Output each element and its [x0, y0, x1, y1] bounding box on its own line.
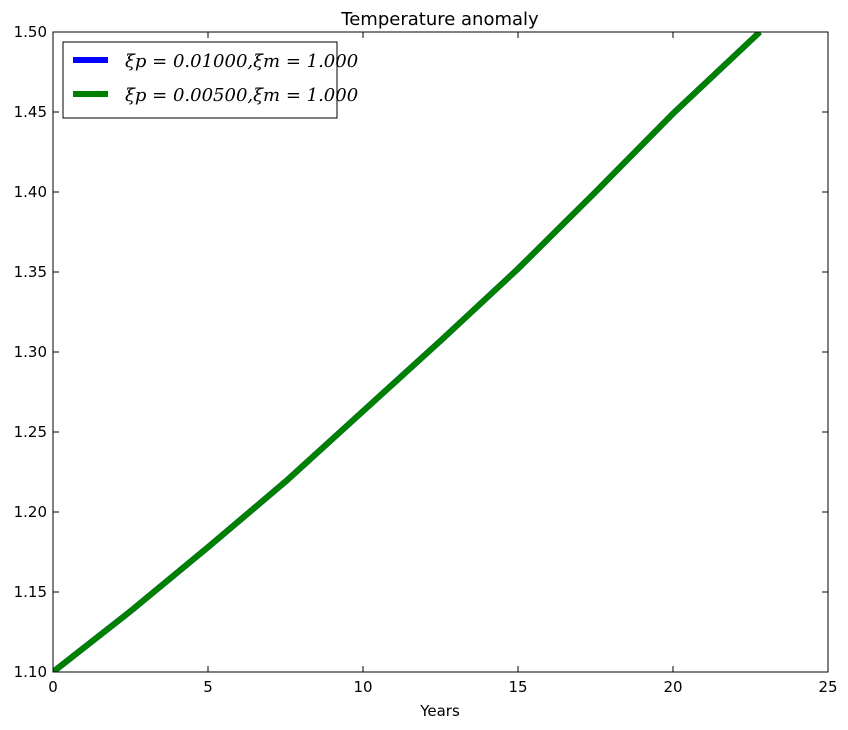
y-tick-label: 1.50 [14, 23, 47, 41]
y-tick-label: 1.30 [14, 343, 47, 361]
y-tick-label: 1.10 [14, 663, 47, 681]
x-tick-label: 15 [508, 678, 527, 696]
x-tick-label: 5 [203, 678, 213, 696]
y-tick-label: 1.25 [14, 423, 47, 441]
series-line-2 [53, 32, 762, 672]
series-lines [53, 32, 762, 672]
chart-title: Temperature anomaly [340, 9, 539, 30]
y-tick-label: 1.40 [14, 183, 47, 201]
x-tick-label: 20 [663, 678, 682, 696]
series-line-1 [53, 32, 762, 672]
y-tick-label: 1.15 [14, 583, 47, 601]
x-tick-label: 0 [48, 678, 58, 696]
y-tick-label: 1.35 [14, 263, 47, 281]
axis-ticks: 0 5 10 15 20 25 1.10 1.15 1.20 1.25 1.30 1.35 1.40 1.… [14, 23, 838, 696]
y-tick-label: 1.20 [14, 503, 47, 521]
x-tick-label: 25 [818, 678, 837, 696]
x-axis-label: Years [419, 702, 460, 720]
legend-box [62, 41, 338, 119]
legend-label-2: ξp = 0.00500,ξm = 1.000 [125, 85, 358, 106]
x-tick-label: 10 [353, 678, 372, 696]
y-tick-label: 1.45 [14, 103, 47, 121]
legend: ξp = 0.01000,ξm = 1.000 ξp = 0.00500,ξm =… [62, 41, 358, 119]
legend-label-1: ξp = 0.01000,ξm = 1.000 [125, 51, 358, 72]
